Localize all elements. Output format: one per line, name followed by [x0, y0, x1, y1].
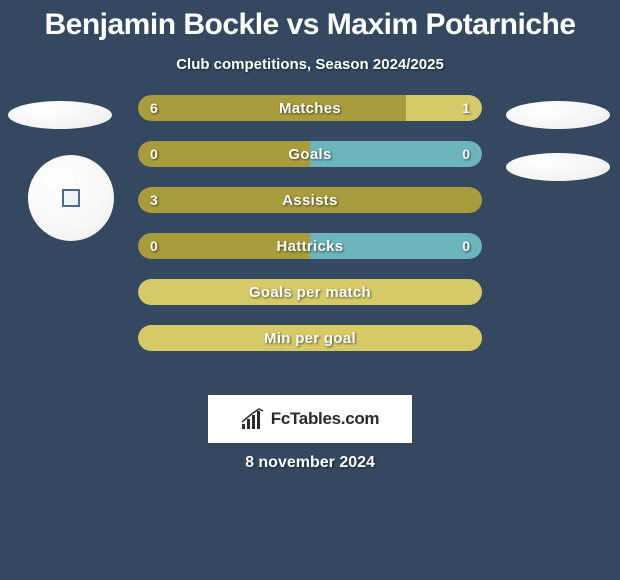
player-right-badge-1 [506, 101, 610, 129]
comparison-title: Benjamin Bockle vs Maxim Potarniche [0, 0, 620, 42]
stat-label: Hattricks [138, 233, 482, 259]
logo-text: FcTables.com [271, 409, 380, 429]
stat-value-left: 0 [150, 233, 158, 259]
player-left-avatar [28, 155, 114, 241]
stat-label: Goals [138, 141, 482, 167]
chart-area: Matches61Goals00Assists3Hattricks00Goals… [0, 95, 620, 360]
subtitle: Club competitions, Season 2024/2025 [0, 56, 620, 73]
stat-value-right: 0 [462, 141, 470, 167]
stat-value-right: 0 [462, 233, 470, 259]
player-right-badge-2 [506, 153, 610, 181]
player-left-badge-1 [8, 101, 112, 129]
stat-value-left: 3 [150, 187, 158, 213]
stat-label: Min per goal [138, 325, 482, 351]
stat-value-left: 6 [150, 95, 158, 121]
stat-label: Assists [138, 187, 482, 213]
stat-row: Hattricks0 0 [138, 233, 482, 259]
stat-value-left: 0 [150, 141, 158, 167]
stat-bars: Matches61Goals00Assists3Hattricks00Goals… [138, 95, 482, 371]
stat-row: Min per goal [138, 325, 482, 351]
stat-value-right: 1 [462, 95, 470, 121]
stat-row: Goals0 0 [138, 141, 482, 167]
stat-row: Goals per match [138, 279, 482, 305]
avatar-placeholder-icon [62, 189, 80, 207]
stat-label: Matches [138, 95, 482, 121]
stat-label: Goals per match [138, 279, 482, 305]
stat-row: Matches6 1 [138, 95, 482, 121]
fctables-icon [241, 408, 267, 430]
stat-row: Assists3 [138, 187, 482, 213]
date-label: 8 november 2024 [0, 454, 620, 472]
source-logo: FcTables.com [208, 395, 412, 443]
